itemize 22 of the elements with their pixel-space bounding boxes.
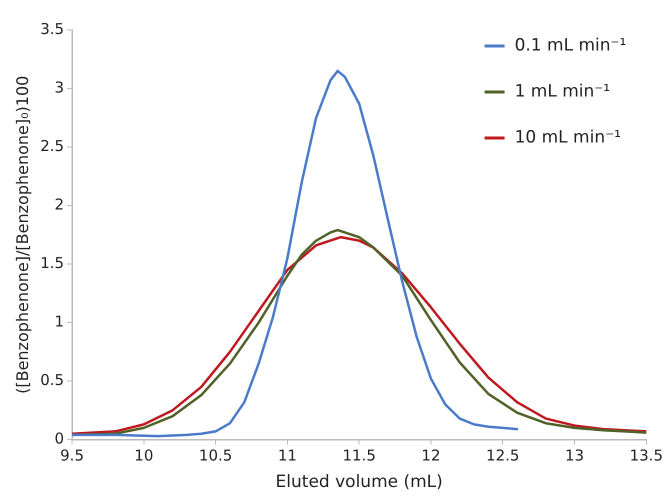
x-tick-label: 11	[278, 446, 297, 464]
legend-label: 1 mL min⁻¹	[514, 81, 610, 102]
legend-label: 10 mL min⁻¹	[514, 127, 621, 148]
x-axis-title: Eluted volume (mL)	[276, 472, 443, 492]
x-tick-label: 9.5	[60, 446, 84, 464]
x-tick-label: 12	[421, 446, 441, 464]
y-tick-label: 0.5	[40, 370, 64, 389]
y-tick-label: 2	[54, 195, 64, 214]
x-tick-label: 13.5	[630, 446, 664, 464]
y-axis-title: ([Benzophenone]/[Benzophenone]₀)100	[12, 76, 32, 394]
x-tick-label: 11.5	[342, 446, 376, 464]
x-tick-label: 12.5	[486, 446, 520, 464]
y-tick-label: 3	[54, 78, 64, 96]
y-tick-label: 3.5	[40, 20, 64, 38]
x-tick-label: 13	[564, 446, 584, 464]
x-tick-label: 10	[134, 446, 154, 464]
y-tick-label: 1.5	[40, 254, 64, 272]
x-tick-label: 10.5	[198, 446, 232, 464]
y-tick-label: 0	[54, 429, 64, 448]
y-tick-label: 2.5	[40, 136, 64, 155]
legend-label: 0.1 mL min⁻¹	[514, 35, 626, 56]
y-tick-label: 1	[54, 312, 64, 330]
